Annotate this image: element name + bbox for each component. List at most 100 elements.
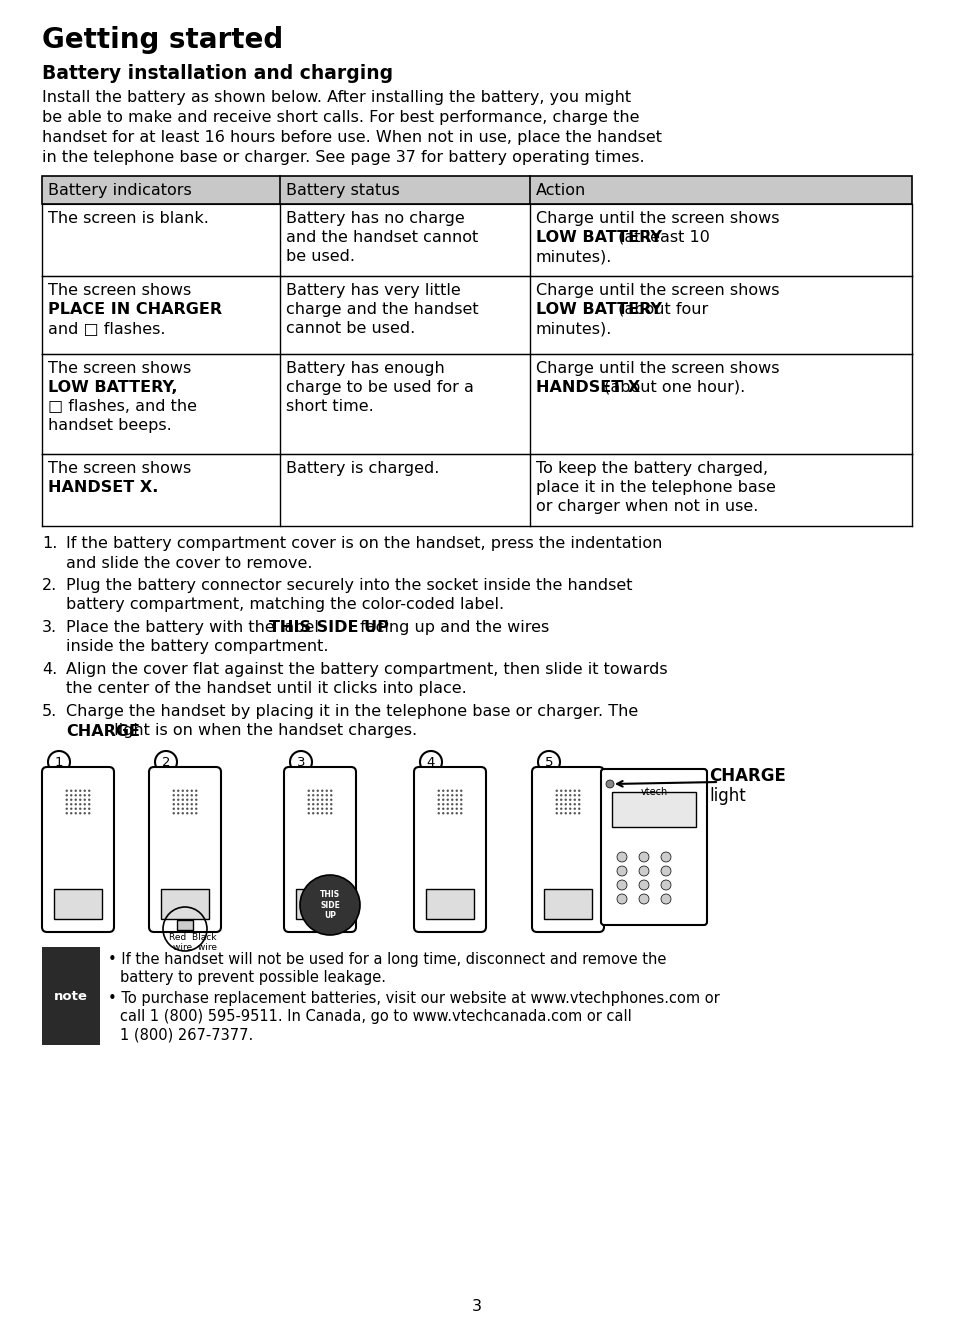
Text: the center of the handset until it clicks into place.: the center of the handset until it click… [66, 681, 466, 696]
Circle shape [437, 807, 439, 810]
Circle shape [573, 803, 576, 806]
Text: Charge the handset by placing it in the telephone base or charger. The: Charge the handset by placing it in the … [66, 704, 638, 719]
Text: light is on when the handset charges.: light is on when the handset charges. [109, 724, 416, 739]
Circle shape [307, 803, 310, 806]
FancyBboxPatch shape [414, 767, 485, 933]
Circle shape [660, 894, 670, 904]
Circle shape [316, 790, 318, 792]
Circle shape [446, 799, 449, 802]
Text: place it in the telephone base: place it in the telephone base [536, 480, 775, 496]
Circle shape [446, 803, 449, 806]
Circle shape [70, 794, 72, 796]
Text: battery to prevent possible leakage.: battery to prevent possible leakage. [120, 970, 386, 985]
Circle shape [316, 807, 318, 810]
Circle shape [639, 894, 648, 904]
Circle shape [617, 852, 626, 862]
Circle shape [555, 794, 558, 796]
Text: CHARGE: CHARGE [708, 767, 785, 786]
Circle shape [70, 790, 72, 792]
Text: 1 (800) 267-7377.: 1 (800) 267-7377. [120, 1027, 253, 1042]
Text: in the telephone base or charger. See page 37 for battery operating times.: in the telephone base or charger. See pa… [42, 150, 644, 166]
Text: To keep the battery charged,: To keep the battery charged, [536, 461, 767, 476]
Circle shape [325, 799, 328, 802]
Circle shape [70, 803, 72, 806]
Circle shape [191, 807, 193, 810]
Text: The screen is blank.: The screen is blank. [48, 211, 209, 226]
Circle shape [437, 794, 439, 796]
Circle shape [639, 880, 648, 890]
Circle shape [321, 807, 323, 810]
Circle shape [330, 807, 332, 810]
FancyBboxPatch shape [42, 767, 113, 933]
Circle shape [79, 790, 81, 792]
Circle shape [459, 807, 462, 810]
Circle shape [456, 794, 457, 796]
Circle shape [191, 803, 193, 806]
Circle shape [639, 852, 648, 862]
Circle shape [325, 807, 328, 810]
Bar [426, 888, 474, 919]
Circle shape [79, 794, 81, 796]
Circle shape [194, 807, 197, 810]
Circle shape [564, 799, 566, 802]
Circle shape [74, 794, 77, 796]
Circle shape [74, 803, 77, 806]
Text: If the battery compartment cover is on the handset, press the indentation: If the battery compartment cover is on t… [66, 536, 661, 550]
Circle shape [564, 812, 566, 815]
Circle shape [555, 807, 558, 810]
Text: HANDSET X: HANDSET X [536, 379, 639, 395]
Circle shape [66, 790, 68, 792]
Text: 5: 5 [544, 755, 553, 768]
Text: 1: 1 [54, 755, 63, 768]
Circle shape [555, 803, 558, 806]
Text: handset for at least 16 hours before use. When not in use, place the handset: handset for at least 16 hours before use… [42, 130, 661, 146]
Text: be used.: be used. [286, 248, 355, 265]
Circle shape [316, 803, 318, 806]
Text: 2.: 2. [42, 578, 57, 593]
Text: 3.: 3. [42, 620, 57, 635]
Circle shape [194, 799, 197, 802]
Circle shape [70, 807, 72, 810]
Circle shape [321, 799, 323, 802]
Circle shape [660, 866, 670, 876]
Circle shape [441, 812, 444, 815]
Circle shape [660, 880, 670, 890]
Text: The screen shows: The screen shows [48, 283, 191, 298]
Circle shape [191, 799, 193, 802]
Circle shape [617, 894, 626, 904]
Circle shape [312, 799, 314, 802]
Circle shape [194, 794, 197, 796]
Text: or charger when not in use.: or charger when not in use. [536, 500, 758, 514]
Text: charge and the handset: charge and the handset [286, 302, 478, 317]
Text: 5.: 5. [42, 704, 57, 719]
Text: Charge until the screen shows: Charge until the screen shows [536, 283, 779, 298]
Circle shape [573, 790, 576, 792]
Circle shape [79, 799, 81, 802]
Circle shape [456, 807, 457, 810]
Circle shape [441, 799, 444, 802]
Text: be able to make and receive short calls. For best performance, charge the: be able to make and receive short calls.… [42, 110, 639, 126]
Circle shape [181, 803, 184, 806]
Text: Battery has no charge: Battery has no charge [286, 211, 464, 226]
Text: □ flashes, and the: □ flashes, and the [48, 399, 196, 414]
Circle shape [437, 803, 439, 806]
Circle shape [441, 790, 444, 792]
Circle shape [330, 790, 332, 792]
Text: • To purchase replacement batteries, visit our website at www.vtechphones.com or: • To purchase replacement batteries, vis… [108, 991, 719, 1006]
Text: LOW BATTERY: LOW BATTERY [536, 302, 661, 317]
Circle shape [330, 803, 332, 806]
Circle shape [172, 790, 174, 792]
Circle shape [459, 812, 462, 815]
Circle shape [456, 790, 457, 792]
Circle shape [441, 803, 444, 806]
Circle shape [186, 794, 189, 796]
Text: Battery has very little: Battery has very little [286, 283, 460, 298]
Circle shape [578, 803, 579, 806]
Text: (about one hour).: (about one hour). [598, 379, 744, 395]
Text: THIS SIDE UP: THIS SIDE UP [269, 620, 389, 635]
Circle shape [70, 812, 72, 815]
Circle shape [446, 812, 449, 815]
Circle shape [559, 799, 562, 802]
Circle shape [181, 812, 184, 815]
Circle shape [172, 803, 174, 806]
